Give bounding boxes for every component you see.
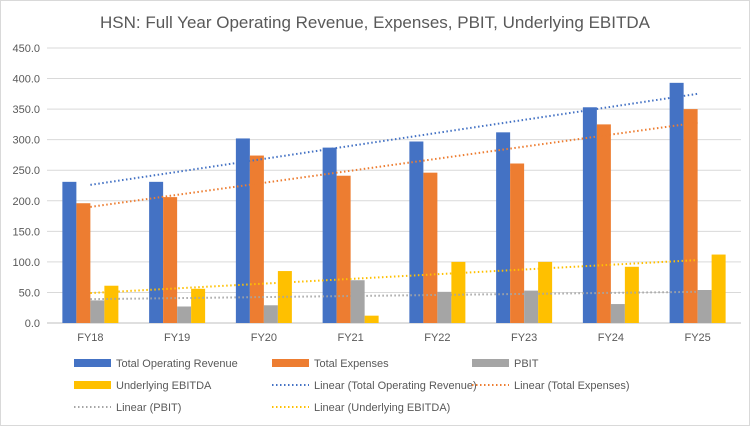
y-tick-label: 100.0: [12, 257, 40, 269]
bar-pbit: [90, 300, 105, 323]
bar-pbit: [437, 291, 452, 323]
bar-total-expenses: [163, 197, 178, 323]
bar-total-expenses: [683, 109, 698, 323]
bar-pbit: [610, 304, 625, 323]
legend-label: Linear (Total Operating Revenue): [314, 380, 477, 392]
bar-total-expenses: [596, 124, 611, 323]
legend-swatch: [472, 359, 509, 367]
y-tick-label: 300.0: [12, 135, 40, 147]
legend-label: PBIT: [514, 358, 539, 370]
legend-label: Total Expenses: [314, 358, 389, 370]
x-tick-label: FY22: [424, 332, 450, 344]
bar-total-expenses: [510, 163, 525, 323]
y-tick-label: 350.0: [12, 104, 40, 116]
x-tick-label: FY21: [337, 332, 363, 344]
y-axis: 0.0 50.0 100.0 150.0 200.0 250.0 300.0 350.0 400…: [12, 43, 40, 330]
trendlines: [90, 92, 698, 301]
y-tick-label: 50.0: [19, 287, 40, 299]
y-tick-label: 150.0: [12, 226, 40, 238]
bar-underlying-ebitda: [451, 261, 466, 323]
legend: Total Operating Revenue Total Expenses PBI…: [74, 358, 630, 414]
y-tick-label: 250.0: [12, 165, 40, 177]
bar-total-expenses: [249, 155, 264, 323]
bar-pbit: [697, 290, 712, 323]
bar-total-operating-revenue: [669, 82, 684, 323]
legend-label: Linear (Underlying EBITDA): [314, 402, 450, 414]
legend-label: Total Operating Revenue: [116, 358, 238, 370]
bar-pbit: [524, 290, 539, 323]
bar-total-operating-revenue: [409, 141, 424, 323]
bar-total-operating-revenue: [322, 147, 337, 323]
bar-underlying-ebitda: [277, 271, 292, 323]
legend-swatch: [74, 381, 111, 389]
trendline-linear-underlying-ebitda-: [90, 259, 698, 295]
legend-label: Linear (Total Expenses): [514, 380, 630, 392]
bar-pbit: [177, 306, 192, 323]
bar-underlying-ebitda: [104, 285, 119, 323]
bar-total-operating-revenue: [235, 138, 250, 323]
bar-underlying-ebitda: [624, 266, 639, 323]
x-tick-label: FY25: [684, 332, 710, 344]
y-tick-label: 400.0: [12, 74, 40, 86]
legend-label: Linear (PBIT): [116, 402, 181, 414]
chart-title: HSN: Full Year Operating Revenue, Expens…: [100, 13, 651, 32]
bar-underlying-ebitda: [711, 254, 726, 323]
bar-total-operating-revenue: [496, 132, 511, 323]
bar-underlying-ebitda: [364, 315, 379, 323]
y-tick-label: 450.0: [12, 43, 40, 55]
bar-pbit: [350, 280, 365, 323]
x-tick-label: FY20: [251, 332, 277, 344]
bar-total-operating-revenue: [149, 181, 164, 323]
bar-series: [62, 82, 726, 324]
y-tick-label: 200.0: [12, 196, 40, 208]
bar-total-expenses: [76, 203, 91, 323]
y-tick-label: 0.0: [25, 318, 40, 330]
bar-underlying-ebitda: [191, 288, 206, 323]
bar-total-expenses: [336, 175, 351, 323]
x-tick-label: FY23: [511, 332, 537, 344]
x-axis: FY18 FY19 FY20 FY21 FY22 FY23 FY24 FY25: [77, 332, 711, 344]
bar-total-expenses: [423, 172, 438, 323]
bar-underlying-ebitda: [538, 261, 553, 323]
x-tick-label: FY19: [164, 332, 190, 344]
trendline-linear-pbit-: [90, 290, 698, 301]
bar-total-operating-revenue: [582, 107, 597, 324]
bar-pbit: [263, 305, 278, 323]
legend-swatch: [272, 359, 309, 367]
bar-total-operating-revenue: [62, 181, 77, 323]
legend-swatch: [74, 359, 111, 367]
x-tick-label: FY18: [77, 332, 103, 344]
x-tick-label: FY24: [598, 332, 624, 344]
legend-label: Underlying EBITDA: [116, 380, 212, 392]
